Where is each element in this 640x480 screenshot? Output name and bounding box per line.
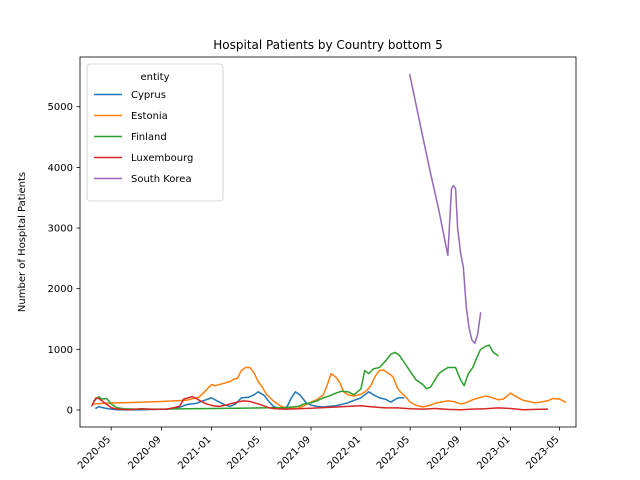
- series-layer: [90, 73, 567, 411]
- legend-box: [86, 63, 224, 202]
- legend-item-label: Cyprus: [131, 90, 166, 101]
- y-axis-label: Number of Hospital Patients: [17, 172, 28, 312]
- series-line-estonia: [93, 366, 567, 410]
- y-tick-label: 5000: [48, 102, 73, 113]
- y-tick-label: 4000: [48, 163, 73, 174]
- legend-item-label: Luxembourg: [131, 153, 193, 164]
- legend-item-label: Estonia: [131, 111, 168, 122]
- y-tick-label: 0: [67, 406, 73, 417]
- series-line-south-korea: [408, 73, 482, 345]
- chart-title: Hospital Patients by Country bottom 5: [213, 38, 443, 52]
- legend: entity Cyprus Estonia Finland Luxembourg Sout…: [86, 63, 224, 202]
- axes-frame: [79, 56, 577, 428]
- y-tick-label: 3000: [48, 224, 73, 235]
- legend-item-label: Finland: [131, 132, 167, 143]
- legend-item-label: South Korea: [131, 174, 192, 185]
- y-tick-label: 2000: [48, 284, 73, 295]
- legend-title: entity: [140, 72, 169, 83]
- series-line-luxembourg: [90, 395, 549, 411]
- y-tick-label: 1000: [48, 345, 73, 356]
- series-line-finland: [92, 344, 499, 410]
